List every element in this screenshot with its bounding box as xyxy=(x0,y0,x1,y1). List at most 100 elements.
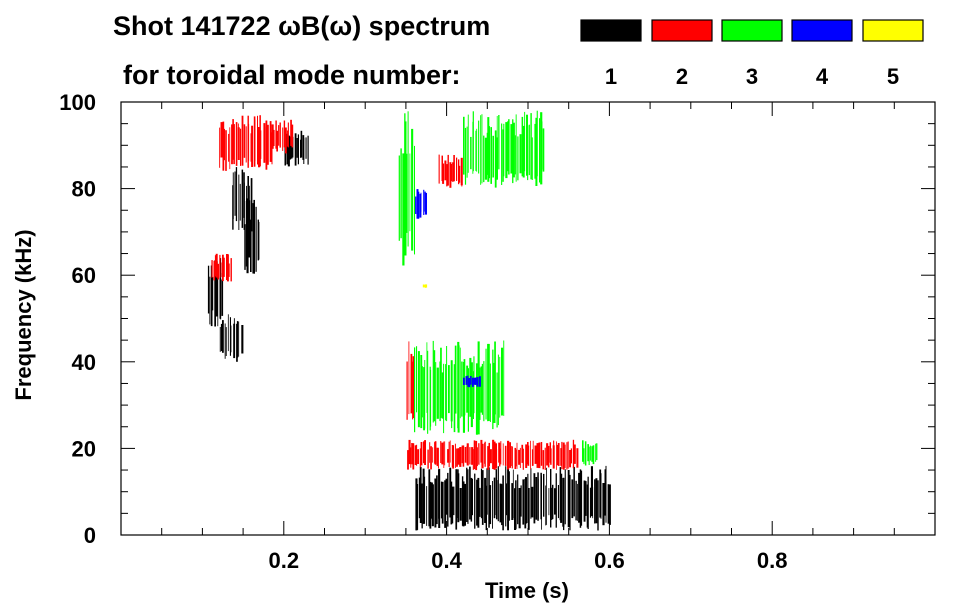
mode-3-region-1-stroke xyxy=(414,347,416,433)
mode-1-region-0-stroke xyxy=(215,261,218,317)
mode-3-region-2-stroke xyxy=(526,114,528,176)
mode-2-region-4-stroke xyxy=(495,443,497,465)
mode-2-region-4-stroke xyxy=(542,450,545,470)
mode-1-region-5-stroke xyxy=(450,481,453,525)
mode-2-region-4-stroke xyxy=(560,448,562,466)
mode-2-region-4-stroke xyxy=(544,447,546,470)
mode-1-region-1-stroke xyxy=(220,323,223,352)
mode-1-region-5-stroke xyxy=(445,478,448,515)
mode-3-region-2-stroke xyxy=(466,126,468,178)
mode-1-region-5-stroke xyxy=(502,475,504,531)
mode-3-region-1-stroke xyxy=(448,365,450,414)
mode-1-region-5-stroke xyxy=(481,470,484,525)
legend-label-mode-3: 3 xyxy=(746,64,758,89)
mode-2-region-5-stroke xyxy=(461,161,463,187)
mode-3-region-1-stroke xyxy=(424,360,426,429)
mode-2-region-0-stroke xyxy=(224,128,225,161)
mode-1-region-5-stroke xyxy=(471,478,473,516)
mode-3-region-2-stroke xyxy=(483,135,485,183)
mode-2-region-0-stroke xyxy=(241,115,244,166)
mode-2-region-2-stroke xyxy=(228,263,230,277)
mode-2-region-4-stroke xyxy=(436,447,439,467)
mode-3-region-0-stroke xyxy=(400,148,402,239)
mode-3-region-2-stroke xyxy=(502,129,504,182)
mode-4-region-0-stroke xyxy=(419,193,422,218)
mode-4-region-1-stroke xyxy=(468,378,471,388)
mode-3-region-1-stroke xyxy=(489,363,491,422)
mode-1-region-5-stroke xyxy=(590,466,593,517)
mode-1-region-1-stroke xyxy=(238,321,240,357)
mode-2-region-4-stroke xyxy=(417,449,419,464)
mode-3-region-1-stroke xyxy=(473,356,475,414)
mode-2-region-4-stroke xyxy=(499,448,501,467)
mode-1-region-5-stroke xyxy=(527,488,530,530)
mode-1-region-5-stroke xyxy=(600,473,602,519)
mode-2-region-0-stroke xyxy=(222,121,225,171)
axis-tick-labels: 0.2 0.4 0.6 0.8 0 20 40 60 80 100 xyxy=(59,90,787,573)
mode-1-region-5-stroke xyxy=(584,481,587,516)
mode-2-region-4-stroke xyxy=(500,441,502,465)
mode-2-region-4-stroke xyxy=(515,449,517,467)
mode-3-region-3-stroke xyxy=(583,448,585,465)
mode-3-region-2-stroke xyxy=(501,123,503,185)
mode-3-region-2-stroke xyxy=(539,118,541,183)
mode-2-region-1-stroke xyxy=(278,125,280,146)
mode-2-region-0-stroke xyxy=(269,121,272,162)
mode-1-region-3-stroke xyxy=(258,221,260,260)
mode-1-region-5-stroke xyxy=(455,469,458,530)
mode-2-region-4-stroke xyxy=(478,443,480,465)
mode-1-region-5-stroke xyxy=(464,483,466,526)
mode-2-region-4-stroke xyxy=(489,449,492,464)
mode-4-region-1-stroke xyxy=(467,375,469,387)
mode-2-region-0-stroke xyxy=(240,128,242,166)
mode-3-region-3-stroke xyxy=(587,444,589,462)
mode-1-region-5-stroke xyxy=(441,481,444,524)
mode-2-region-0-stroke xyxy=(243,124,246,158)
mode-2-region-1-stroke xyxy=(279,122,281,148)
mode-1-region-4-stroke xyxy=(307,135,309,165)
mode-3-region-2-stroke xyxy=(467,114,469,173)
mode-3-region-1-stroke xyxy=(499,356,501,418)
mode-3-region-1-stroke xyxy=(440,347,442,418)
mode-1-region-5-stroke xyxy=(554,488,556,515)
mode-1-region-5-stroke xyxy=(492,481,493,529)
mode-4-region-1-stroke xyxy=(476,377,479,387)
mode-4-region-1-stroke xyxy=(471,377,474,387)
mode-1-region-5-stroke xyxy=(551,487,553,520)
series-mode-3 xyxy=(398,110,598,466)
mode-1-region-5-stroke xyxy=(607,484,610,524)
mode-2-region-4-stroke xyxy=(412,443,415,470)
mode-2-region-4-stroke xyxy=(532,440,534,466)
mode-3-region-3-stroke xyxy=(595,443,597,462)
mode-2-region-5-stroke xyxy=(446,164,448,187)
mode-3-region-3-stroke xyxy=(596,443,598,461)
mode-2-region-4-stroke xyxy=(538,446,540,468)
mode-1-region-4-stroke xyxy=(296,138,298,158)
mode-4-region-1-stroke xyxy=(465,376,468,385)
mode-2-region-4-stroke xyxy=(414,445,417,465)
mode-2-region-5-stroke xyxy=(453,155,455,182)
mode-4-region-1-stroke xyxy=(474,377,477,385)
mode-1-region-5-stroke xyxy=(429,481,432,529)
legend-swatch-mode-3 xyxy=(721,19,783,42)
mode-2-region-4-stroke xyxy=(481,443,484,469)
mode-3-region-1-stroke xyxy=(459,347,461,419)
legend-swatch-mode-1 xyxy=(580,19,642,42)
mode-1-region-2-stroke xyxy=(232,172,234,219)
mode-2-region-3-stroke xyxy=(410,353,413,414)
mode-2-region-5-stroke xyxy=(458,165,461,183)
mode-2-region-4-stroke xyxy=(561,441,563,470)
mode-1-region-5-stroke xyxy=(592,487,594,519)
mode-1-region-5-stroke xyxy=(489,485,492,525)
mode-2-region-0-stroke xyxy=(265,120,268,170)
mode-1-region-5-stroke xyxy=(533,473,536,524)
mode-1-region-0-stroke xyxy=(217,264,219,327)
mode-2-region-4-stroke xyxy=(420,442,423,466)
mode-2-region-4-stroke xyxy=(525,444,528,468)
mode-1-region-5-stroke xyxy=(512,469,514,519)
mode-2-region-1-stroke xyxy=(283,120,286,148)
mode-3-region-1-stroke xyxy=(423,367,425,431)
mode-2-region-0-stroke xyxy=(228,133,230,162)
mode-1-region-0-stroke xyxy=(214,260,216,327)
mode-1-region-5-stroke xyxy=(474,473,476,529)
